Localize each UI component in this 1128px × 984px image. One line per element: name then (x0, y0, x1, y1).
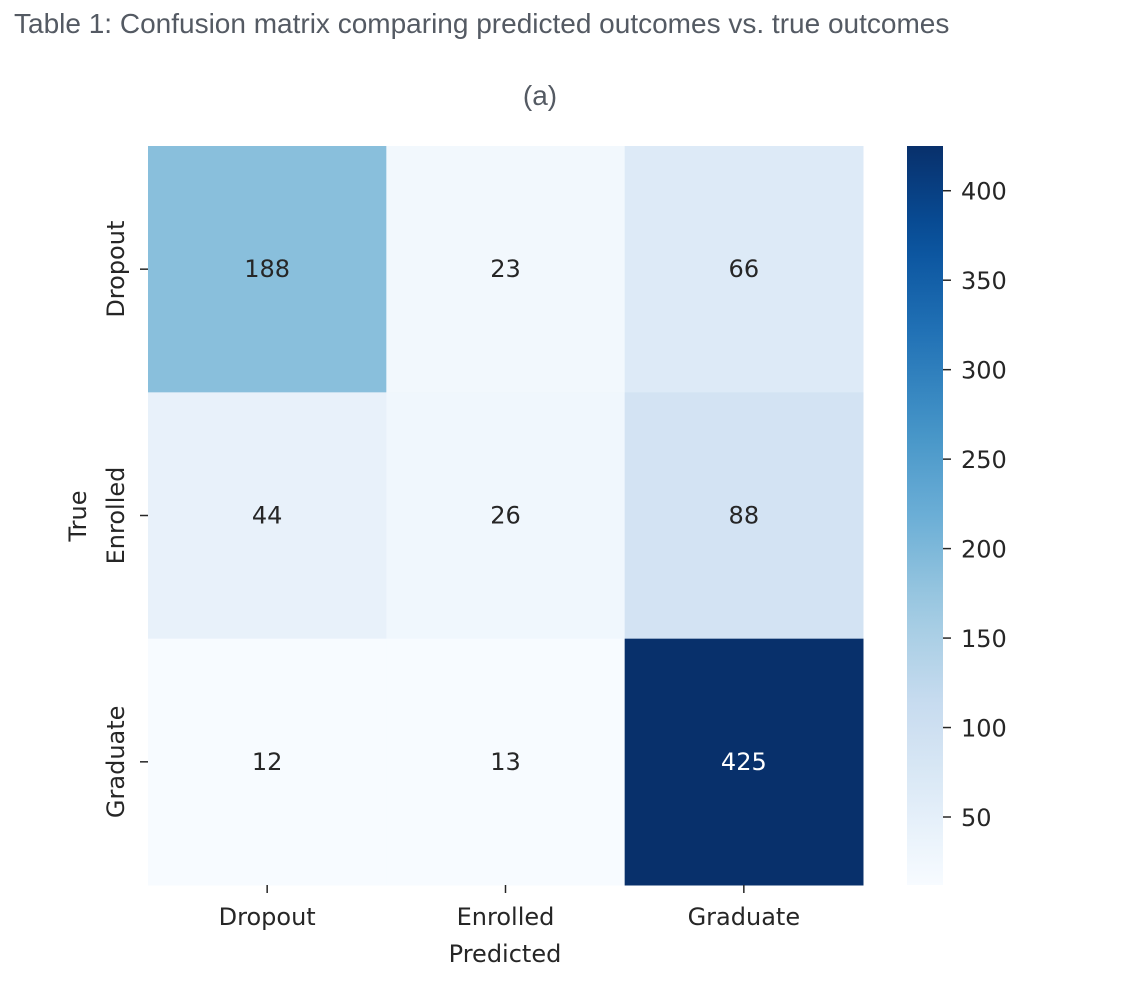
colorbar (907, 146, 943, 885)
heatmap-cell (624, 146, 864, 393)
x-tick-label: Graduate (688, 903, 801, 931)
cell-annotations: 188 23 66 44 26 88 12 13 425 (244, 255, 766, 776)
colorbar-tick-label: 150 (961, 625, 1007, 653)
heatmap-cell (624, 638, 864, 886)
y-axis-ticks: Dropout Enrolled Graduate (102, 221, 148, 818)
x-tick-label: Dropout (219, 903, 316, 931)
heatmap-cells (148, 146, 864, 886)
y-axis-label: True (64, 491, 92, 543)
heatmap-cell (624, 392, 864, 640)
heatmap-cell (386, 146, 626, 393)
y-tick-label: Dropout (102, 221, 130, 318)
subfigure-label: (a) (522, 80, 558, 111)
cell-value: 88 (729, 502, 760, 530)
colorbar-tick-label: 250 (961, 446, 1007, 474)
cell-value: 44 (252, 502, 283, 530)
cell-value: 66 (729, 255, 760, 283)
cell-value: 12 (252, 748, 283, 776)
y-tick-label: Graduate (102, 706, 130, 819)
cell-value: 188 (244, 255, 290, 283)
cell-value: 23 (490, 255, 521, 283)
colorbar-tick-label: 50 (961, 804, 992, 832)
colorbar-tick-label: 100 (961, 715, 1007, 743)
table-caption: Table 1: Confusion matrix comparing pred… (14, 8, 950, 39)
x-tick-label: Enrolled (457, 903, 555, 931)
heatmap-cell (148, 146, 387, 393)
colorbar-tick-label: 300 (961, 357, 1007, 385)
colorbar-tick-label: 200 (961, 536, 1007, 564)
heatmap-cell (386, 392, 626, 640)
cell-value: 13 (490, 748, 521, 776)
y-tick-label: Enrolled (102, 467, 130, 565)
cell-value: 425 (721, 748, 767, 776)
heatmap-cell (148, 392, 387, 640)
heatmap-cell (148, 638, 387, 886)
cell-value: 26 (490, 502, 521, 530)
x-axis-label: Predicted (449, 940, 562, 968)
colorbar-tick-label: 350 (961, 267, 1007, 295)
colorbar-tick-label: 400 (961, 178, 1007, 206)
heatmap-cell (386, 638, 626, 886)
x-axis-ticks: Dropout Enrolled Graduate (219, 885, 800, 931)
colorbar-ticks: 50 100 150 200 250 300 350 400 (943, 178, 1007, 832)
